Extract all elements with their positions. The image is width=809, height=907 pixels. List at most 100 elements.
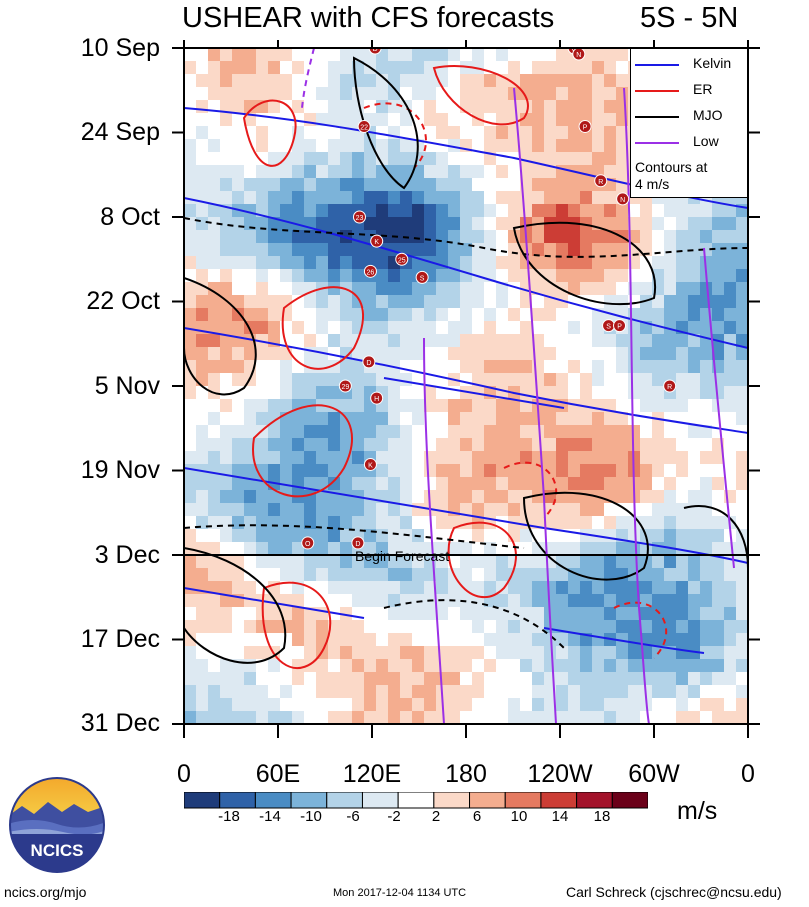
heatmap-cell — [448, 425, 461, 439]
heatmap-cell — [436, 477, 449, 491]
tc-marker: 29 — [338, 379, 352, 393]
heatmap-cell — [448, 321, 461, 335]
heatmap-cell — [256, 230, 269, 244]
heatmap-cell — [712, 308, 725, 322]
heatmap-cell — [388, 516, 401, 530]
heatmap-cell — [616, 243, 629, 257]
heatmap-cell — [412, 100, 425, 114]
heatmap-cell — [496, 568, 509, 582]
heatmap-cell — [316, 555, 329, 569]
heatmap-cell — [532, 243, 545, 257]
heatmap-cell — [232, 100, 245, 114]
low-contour — [513, 87, 557, 724]
heatmap-cell — [544, 425, 557, 439]
heatmap-cell — [472, 347, 485, 361]
colorbar-tick-label: 14 — [551, 808, 569, 825]
heatmap-cell — [496, 308, 509, 322]
heatmap-cell — [400, 698, 413, 712]
heatmap-cell — [280, 282, 293, 296]
chart-title: USHEAR with CFS forecasts — [182, 2, 555, 34]
heatmap-cell — [616, 334, 629, 348]
heatmap-cell — [184, 347, 197, 361]
heatmap-cell — [256, 282, 269, 296]
heatmap-cell — [604, 295, 617, 309]
heatmap-cell — [508, 711, 521, 724]
heatmap-cell — [544, 646, 557, 660]
heatmap-cell — [520, 438, 533, 452]
tc-marker-label: P — [617, 324, 622, 331]
heatmap-cell — [400, 295, 413, 309]
heatmap-cell — [472, 646, 485, 660]
heatmap-cell — [364, 594, 377, 608]
tc-marker-circle — [351, 536, 365, 550]
heatmap-cell — [580, 555, 593, 569]
heatmap-cell — [712, 568, 725, 582]
heatmap-cell — [232, 308, 245, 322]
heatmap-cell — [460, 555, 473, 569]
heatmap-cell — [352, 568, 365, 582]
heatmap-cell — [520, 308, 533, 322]
legend-swatch-kelvin — [635, 64, 679, 66]
heatmap-cell — [520, 61, 533, 75]
heatmap-cell — [484, 282, 497, 296]
heatmap-cell — [340, 100, 353, 114]
heatmap-cell — [184, 620, 197, 634]
heatmap-cell — [400, 191, 413, 205]
heatmap-cell — [400, 685, 413, 699]
heatmap-cell — [328, 516, 341, 530]
heatmap-cell — [496, 490, 509, 504]
heatmap-cell — [424, 620, 437, 634]
heatmap-cell — [700, 438, 713, 452]
legend: Kelvin ER MJO Low Contours at 4 m/s — [630, 48, 748, 198]
x-tick-label: 0 — [177, 760, 191, 788]
heatmap-cell — [292, 347, 305, 361]
legend-note-line2: 4 m/s — [635, 176, 670, 192]
heatmap-cell — [412, 451, 425, 465]
heatmap-cell — [688, 412, 701, 426]
heatmap-cell — [316, 464, 329, 478]
heatmap-cell — [436, 295, 449, 309]
heatmap-cell — [424, 74, 437, 88]
heatmap-cell — [496, 620, 509, 634]
heatmap-cell — [388, 555, 401, 569]
heatmap-cell — [208, 503, 221, 517]
tc-marker: R — [663, 379, 677, 393]
heatmap-cell — [664, 477, 677, 491]
heatmap-cell — [256, 555, 269, 569]
heatmap-cell — [616, 74, 629, 88]
heatmap-cell — [412, 581, 425, 595]
heatmap-cell — [640, 568, 653, 582]
heatmap-cell — [520, 685, 533, 699]
heatmap-cell — [508, 503, 521, 517]
heatmap-cell — [436, 412, 449, 426]
heatmap-cell — [640, 282, 653, 296]
tc-marker-circle — [338, 379, 352, 393]
heatmap-cell — [244, 503, 257, 517]
heatmap-cell — [388, 386, 401, 400]
heatmap-cell — [532, 230, 545, 244]
heatmap-cell — [196, 685, 209, 699]
heatmap-cell — [364, 542, 377, 556]
heatmap-cell — [376, 568, 389, 582]
heatmap-cell — [304, 191, 317, 205]
heatmap-cell — [280, 152, 293, 166]
low-contour — [703, 247, 735, 569]
heatmap-cell — [460, 386, 473, 400]
heatmap-cell — [436, 425, 449, 439]
heatmap-cell — [460, 178, 473, 192]
heatmap-cell — [592, 698, 605, 712]
heatmap-cell — [712, 204, 725, 218]
heatmap-cell — [688, 373, 701, 387]
heatmap-cell — [508, 295, 521, 309]
heatmap-cell — [556, 256, 569, 270]
heatmap-cell — [328, 165, 341, 179]
heatmap-cell — [400, 633, 413, 647]
heatmap-cell — [424, 607, 437, 621]
heatmap-cell — [316, 87, 329, 101]
heatmap-cell — [340, 477, 353, 491]
heatmap-cell — [616, 295, 629, 309]
y-tick-label: 22 Oct — [86, 287, 160, 315]
heatmap-cell — [328, 698, 341, 712]
heatmap-cell — [352, 165, 365, 179]
heatmap-cell — [280, 711, 293, 724]
